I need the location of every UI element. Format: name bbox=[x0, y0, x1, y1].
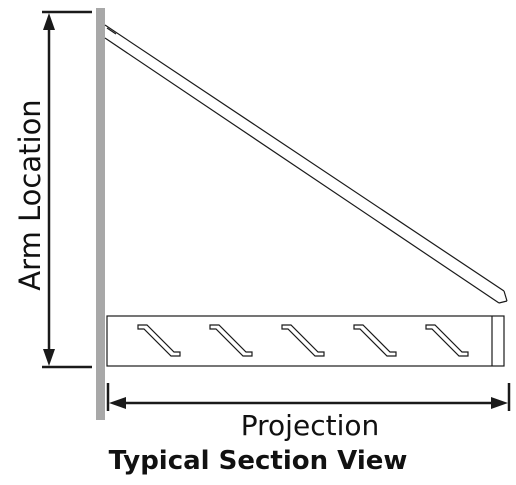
arm-location-dimension bbox=[42, 10, 92, 369]
louver-blade bbox=[425, 324, 469, 357]
wall bbox=[96, 8, 105, 420]
louver-blade bbox=[137, 324, 181, 357]
louver-blade bbox=[281, 324, 325, 357]
support-arm bbox=[104, 24, 508, 304]
arm-location-label: Arm Location bbox=[13, 99, 47, 291]
projection-dimension bbox=[106, 383, 511, 411]
louver-blade bbox=[209, 324, 253, 357]
louvers bbox=[137, 324, 469, 357]
projection-label: Projection bbox=[240, 409, 380, 442]
section-view-title: Typical Section View bbox=[108, 446, 408, 476]
louver-blade bbox=[353, 324, 397, 357]
canopy-frame bbox=[106, 315, 505, 367]
